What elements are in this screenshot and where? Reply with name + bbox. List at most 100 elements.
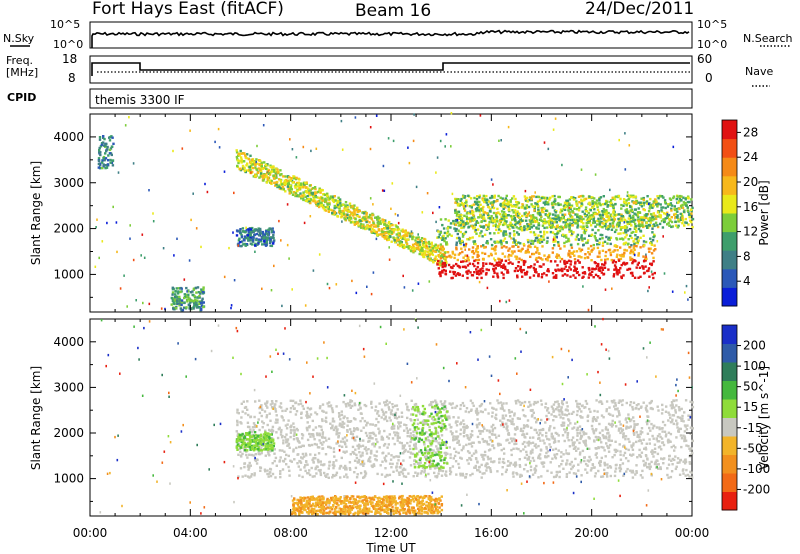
data-cell: [449, 266, 453, 269]
data-cell: [307, 194, 311, 197]
data-cell: [470, 445, 474, 448]
data-cell: [483, 211, 487, 214]
data-cell: [491, 206, 494, 209]
data-cell: [682, 196, 685, 199]
data-cell: [324, 197, 327, 200]
data-cell: [458, 266, 461, 269]
data-cell: [476, 418, 479, 421]
data-cell: [331, 199, 335, 202]
data-cell: [656, 240, 659, 243]
data-cell: [290, 177, 293, 180]
data-cell: [403, 444, 406, 447]
data-cell: [502, 273, 505, 276]
data-cell: [344, 402, 347, 406]
data-cell: [259, 238, 263, 241]
data-cell: [532, 205, 535, 208]
data-cell: [578, 402, 581, 406]
data-cell: [467, 410, 471, 414]
data-cell: [651, 239, 655, 242]
data-cell: [504, 213, 507, 216]
data-cell: [370, 402, 373, 405]
data-cell: [570, 216, 574, 219]
data-cell: [362, 223, 365, 226]
data-cell: [581, 271, 585, 275]
data-cell: [567, 237, 570, 241]
data-cell: [501, 202, 505, 205]
data-cell: [616, 249, 619, 252]
data-cell: [269, 419, 272, 422]
data-cell: [566, 274, 569, 277]
data-cell: [589, 410, 592, 413]
data-cell: [469, 220, 472, 223]
data-cell: [457, 202, 460, 206]
data-cell: [474, 228, 477, 232]
data-cell: [484, 245, 487, 249]
data-cell: [575, 202, 578, 205]
data-cell: [565, 452, 568, 455]
data-cell: [306, 194, 309, 198]
data-cell: [596, 219, 599, 223]
data-cell: [489, 207, 492, 211]
data-cell: [563, 262, 566, 265]
data-cell: [617, 195, 621, 198]
data-cell: [299, 402, 303, 405]
data-cell: [331, 426, 334, 429]
data-cell: [363, 225, 366, 228]
data-cell: [445, 232, 449, 235]
data-cell: [378, 432, 381, 435]
data-cell: [452, 272, 456, 276]
data-cell: [95, 226, 97, 229]
data-cell: [428, 243, 431, 246]
data-cell: [689, 453, 692, 456]
data-cell: [396, 408, 399, 411]
data-cell: [591, 463, 595, 467]
data-cell: [570, 243, 573, 246]
data-cell: [557, 214, 560, 217]
data-cell: [501, 421, 504, 424]
data-cell: [527, 245, 530, 248]
data-cell: [287, 419, 290, 422]
data-cell: [472, 227, 475, 230]
data-cell: [563, 234, 566, 237]
data-cell: [376, 412, 379, 415]
data-cell: [573, 258, 577, 261]
data-cell: [610, 422, 614, 425]
data-cell: [427, 240, 431, 244]
data-cell: [98, 256, 100, 260]
data-cell: [561, 269, 564, 273]
data-cell: [381, 230, 384, 234]
data-cell: [440, 245, 443, 249]
data-cell: [342, 400, 345, 404]
data-cell: [548, 217, 552, 220]
data-cell: [241, 227, 245, 230]
data-cell: [328, 461, 331, 464]
data-cell: [193, 294, 196, 298]
data-cell: [633, 423, 636, 426]
data-cell: [341, 148, 344, 151]
data-cell: [616, 449, 619, 453]
data-cell: [640, 451, 644, 454]
data-cell: [625, 199, 628, 202]
data-cell: [612, 259, 616, 262]
data-cell: [540, 207, 543, 210]
data-cell: [283, 179, 287, 182]
data-cell: [575, 250, 579, 253]
data-cell: [300, 186, 304, 189]
data-cell: [618, 213, 622, 216]
data-cell: [673, 205, 676, 208]
data-cell: [333, 211, 337, 214]
data-cell: [494, 200, 497, 203]
data-cell: [552, 225, 556, 229]
data-cell: [495, 264, 498, 267]
data-cell: [191, 290, 194, 293]
data-cell: [612, 215, 616, 219]
data-cell: [630, 444, 633, 447]
data-cell: [668, 197, 672, 200]
data-cell: [283, 450, 286, 453]
data-cell: [584, 444, 588, 447]
data-cell: [490, 262, 494, 266]
data-cell: [479, 213, 482, 216]
data-cell: [388, 408, 391, 411]
data-cell: [533, 205, 536, 209]
